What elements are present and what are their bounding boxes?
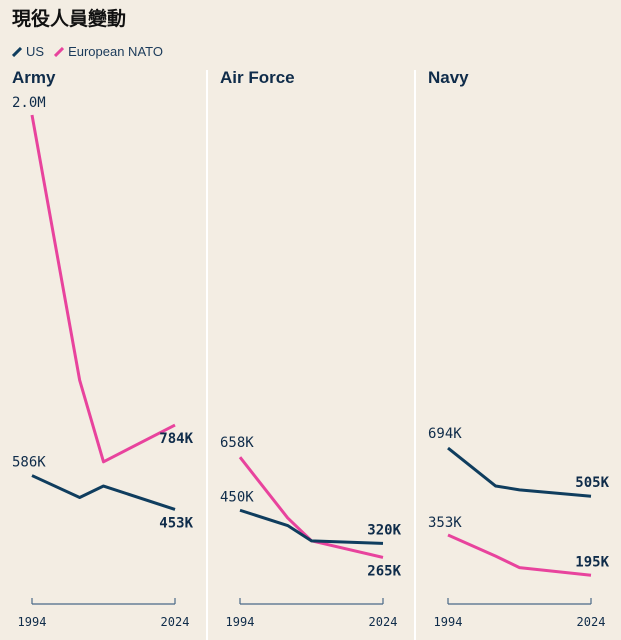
start-value-label: 586K	[12, 455, 46, 471]
start-value-label: 694K	[428, 426, 462, 442]
series-line-european-nato	[238, 456, 384, 559]
legend-swatch-nato-icon	[54, 46, 65, 57]
legend-label-us: US	[26, 44, 45, 59]
start-value-label: 450K	[220, 489, 254, 505]
start-value-label: 2.0M	[12, 95, 46, 111]
legend-item-us: US	[12, 44, 44, 59]
panel-title-0: Army	[12, 68, 56, 87]
series-line-us	[239, 508, 384, 545]
chart-title: 現役人員變動	[12, 8, 127, 30]
legend-swatch-us-icon	[12, 46, 22, 57]
x-tick-label: 2024	[161, 615, 190, 629]
legend-item-nato: European NATO	[54, 44, 163, 59]
panel-title-1: Air Force	[220, 68, 295, 87]
x-tick-label: 2024	[577, 615, 606, 629]
end-value-label: 784K	[159, 431, 193, 447]
legend: US European NATO	[12, 44, 163, 59]
start-value-label: 353K	[428, 515, 462, 531]
end-value-label: 195K	[575, 554, 609, 570]
end-value-label: 265K	[367, 563, 401, 579]
end-value-label: 505K	[575, 475, 609, 491]
x-tick-label: 1994	[18, 615, 47, 629]
series-line-european-nato	[447, 533, 592, 577]
panel-title-2: Navy	[428, 68, 469, 87]
series-line-us	[447, 446, 592, 498]
start-value-label: 658K	[220, 435, 254, 451]
series-line-us	[31, 474, 176, 511]
end-value-label: 453K	[159, 515, 193, 531]
x-tick-label: 1994	[434, 615, 463, 629]
x-tick-label: 1994	[226, 615, 255, 629]
series-line-european-nato	[30, 114, 176, 464]
legend-label-nato: European NATO	[68, 44, 163, 59]
end-value-label: 320K	[367, 522, 401, 538]
x-tick-label: 2024	[369, 615, 398, 629]
